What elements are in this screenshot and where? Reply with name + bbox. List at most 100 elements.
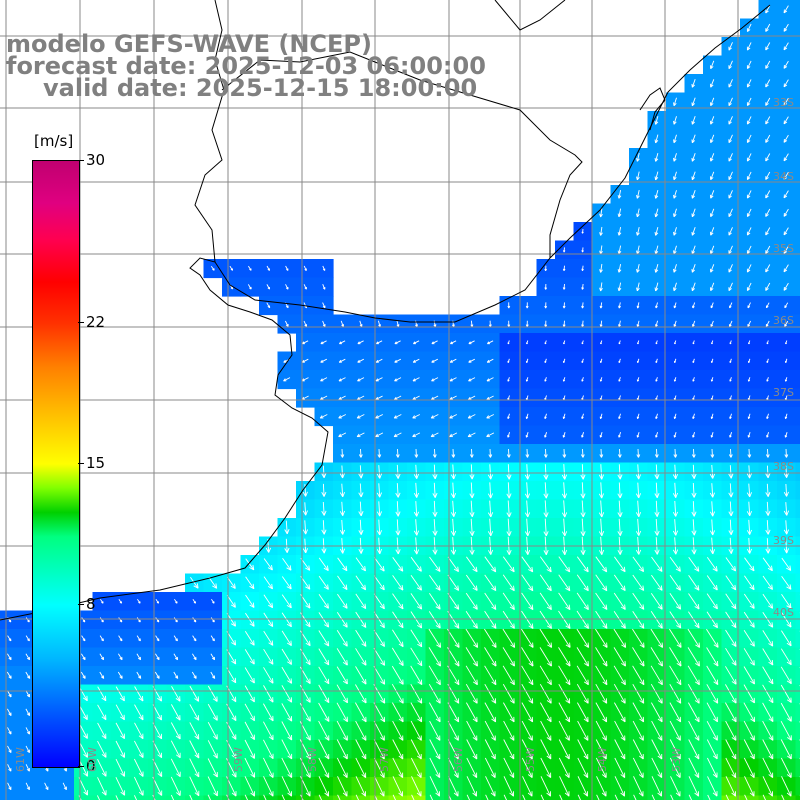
wind-arrow	[322, 265, 326, 271]
wind-arrow	[743, 648, 755, 666]
wind-arrow	[691, 116, 696, 125]
wind-arrow	[728, 79, 733, 88]
wind-arrow	[338, 395, 346, 400]
wind-arrow	[650, 628, 664, 648]
wind-speed-cell	[795, 333, 800, 353]
wind-arrow	[613, 610, 626, 629]
wind-arrow	[357, 340, 364, 345]
wind-arrow	[618, 320, 621, 328]
wind-arrow	[673, 97, 677, 107]
latitude-label: 38S	[773, 460, 794, 473]
wind-arrow	[784, 320, 789, 327]
wind-speed-cell	[795, 777, 800, 797]
wind-speed-cell	[703, 795, 723, 800]
wind-arrow	[392, 575, 404, 591]
wind-speed-cell	[592, 795, 612, 800]
wind-arrow	[544, 377, 547, 382]
wind-arrow	[654, 115, 659, 125]
wind-arrow	[728, 208, 733, 218]
latitude-label: 40S	[773, 606, 794, 619]
wind-arrow	[669, 574, 681, 591]
colorbar-tick-label: 30	[86, 151, 106, 169]
wind-arrow	[581, 413, 584, 420]
wind-arrow	[766, 432, 770, 438]
wind-arrow	[617, 245, 622, 255]
wind-arrow	[617, 518, 623, 536]
wind-arrow	[743, 611, 755, 628]
wind-arrow	[245, 558, 255, 571]
wind-arrow	[654, 208, 659, 218]
wind-arrow	[728, 465, 734, 479]
wind-arrow	[449, 358, 457, 363]
wind-arrow	[746, 264, 752, 273]
colorbar-unit: [m/s]	[34, 132, 74, 150]
wind-speed-cell	[795, 37, 800, 57]
wind-arrow	[210, 617, 215, 623]
wind-speed-cell	[795, 351, 800, 371]
wind-arrow	[598, 500, 605, 518]
wind-arrow	[595, 628, 608, 648]
wind-arrow	[244, 667, 255, 684]
wind-speed-cell	[795, 314, 800, 334]
wind-arrow	[359, 320, 363, 328]
wind-arrow	[395, 448, 400, 458]
wind-arrow	[506, 482, 512, 499]
wind-arrow	[190, 577, 199, 589]
wind-arrow	[245, 594, 255, 608]
wind-arrow	[710, 320, 714, 327]
wind-arrow	[81, 653, 86, 661]
wind-arrow	[576, 665, 589, 686]
wind-arrow	[673, 190, 677, 199]
wind-arrow	[746, 245, 752, 254]
wind-arrow	[486, 377, 494, 382]
wind-arrow	[599, 413, 603, 420]
wind-arrow	[7, 635, 12, 642]
wind-arrow	[617, 500, 623, 518]
wind-arrow	[192, 653, 197, 661]
wind-arrow	[355, 575, 367, 591]
wind-arrow	[484, 574, 497, 591]
wind-arrow	[428, 665, 441, 686]
wind-arrow	[783, 208, 789, 217]
wind-arrow	[355, 593, 367, 609]
wind-arrow	[783, 42, 789, 51]
wind-arrow	[99, 635, 104, 642]
wind-arrow	[765, 520, 771, 535]
wind-arrow	[746, 483, 753, 498]
wind-arrow	[302, 520, 309, 535]
wind-arrow	[81, 635, 86, 642]
wind-arrow	[765, 302, 770, 309]
wind-arrow	[543, 482, 549, 499]
wind-arrow	[338, 414, 346, 419]
wind-arrow	[318, 648, 330, 666]
wind-arrow	[244, 630, 255, 646]
wind-arrow	[7, 653, 12, 661]
wind-arrow	[465, 647, 478, 667]
wind-arrow	[728, 282, 733, 292]
wind-arrow	[429, 593, 441, 610]
wind-arrow	[765, 208, 771, 217]
wind-arrow	[673, 377, 677, 382]
wind-arrow	[428, 628, 442, 648]
wind-arrow	[469, 464, 475, 480]
wind-speed-cell	[18, 795, 38, 800]
wind-arrow	[340, 448, 345, 458]
wind-arrow	[636, 413, 640, 420]
wind-arrow	[728, 190, 733, 199]
wind-arrow	[465, 592, 478, 610]
wind-arrow	[393, 414, 402, 419]
wind-arrow	[174, 599, 178, 604]
wind-arrow	[451, 448, 456, 458]
wind-arrow	[432, 464, 438, 480]
wind-speed-cell	[795, 92, 800, 112]
wind-speed-cell	[795, 481, 800, 501]
wind-arrow	[599, 320, 603, 328]
wind-arrow	[706, 647, 719, 667]
wind-arrow	[525, 320, 529, 328]
wind-arrow	[339, 340, 346, 345]
wind-arrow	[447, 574, 460, 591]
wind-speed-cell	[518, 795, 538, 800]
wind-arrow	[376, 519, 383, 536]
wind-arrow	[765, 483, 771, 497]
wind-arrow	[725, 629, 737, 647]
